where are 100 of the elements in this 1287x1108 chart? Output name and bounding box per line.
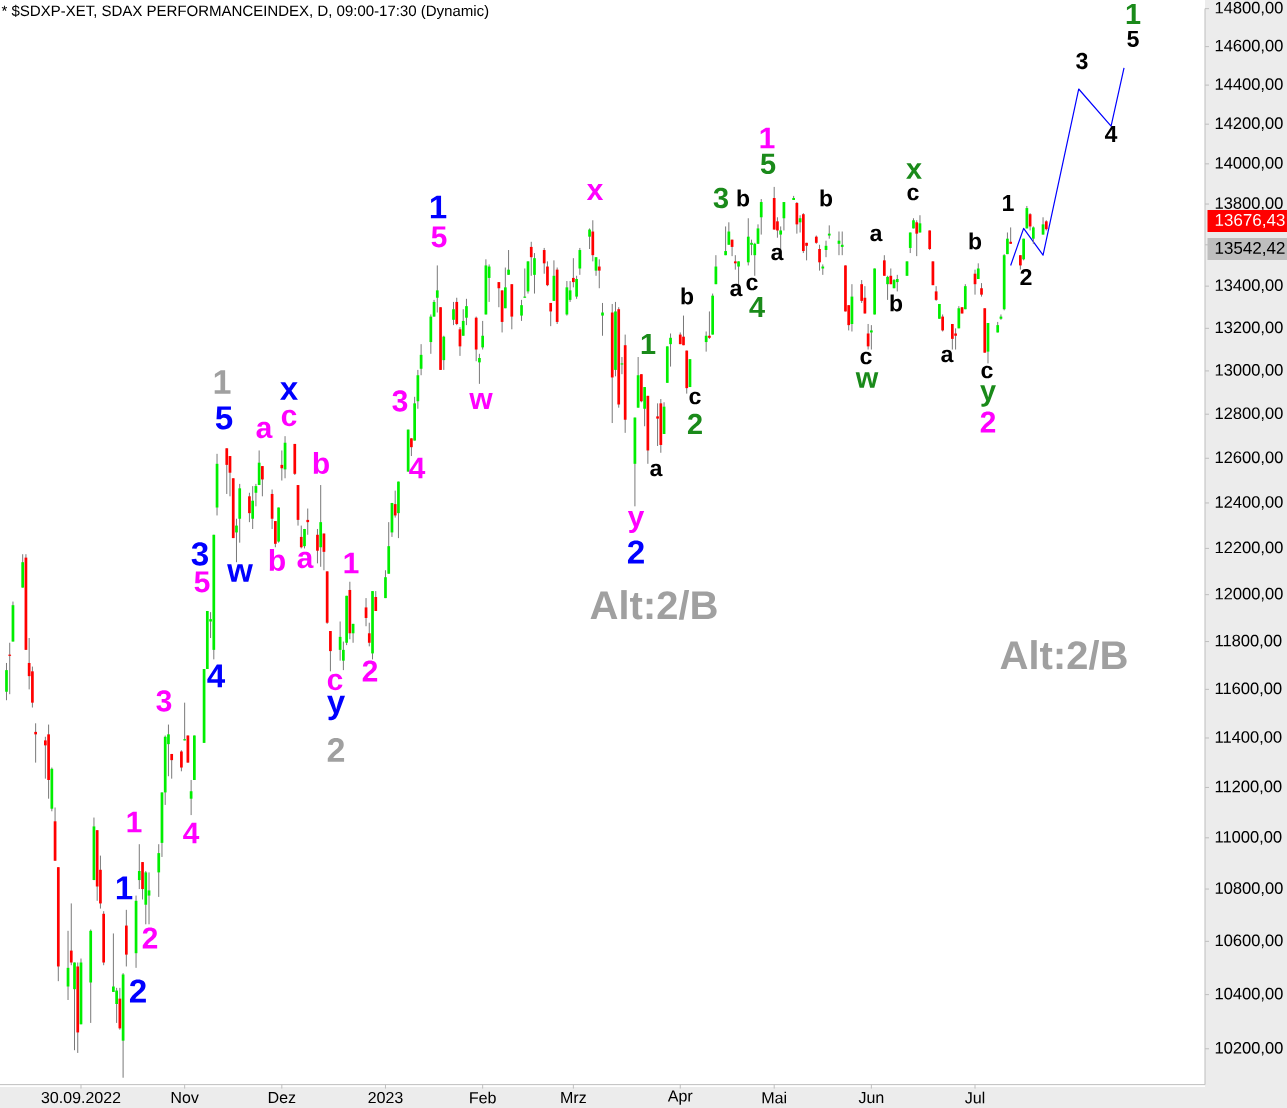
annotation: 5 (1127, 30, 1139, 48)
y-tick-label: 13800,00 (1215, 197, 1283, 211)
annotation: 5 (760, 153, 776, 175)
annotation: x (906, 163, 922, 179)
candlestick (523, 268, 527, 299)
annotation: b (313, 451, 329, 474)
candlestick (455, 297, 459, 326)
x-tick-label: Mrz (561, 1092, 586, 1104)
y-tick-label: 12400,00 (1215, 496, 1283, 510)
y-tick-label: 11600,00 (1215, 682, 1282, 697)
annotation: c (281, 409, 297, 427)
annotation: 1 (214, 370, 231, 394)
annotation: a (870, 228, 883, 242)
candlestick (180, 749, 183, 772)
candlestick (591, 219, 595, 262)
annotation: x (280, 382, 298, 400)
y-tick-label: 10800,00 (1215, 882, 1283, 896)
x-tick-label: Jul (965, 1091, 985, 1104)
annotation: c (860, 351, 872, 365)
annotation: 1 (344, 552, 359, 574)
x-tick-label: 30.09.2022 (41, 1091, 121, 1104)
candlestick (225, 447, 229, 495)
candlestick (643, 386, 646, 427)
candlestick (620, 356, 624, 375)
candlestick (882, 254, 886, 277)
y-tick-label: 14400,00 (1215, 78, 1283, 92)
x-tick-label: Feb (470, 1091, 496, 1104)
annotation: 5 (215, 406, 233, 430)
candlestick (183, 702, 186, 741)
annotation: w (227, 564, 253, 582)
annotation: b (269, 548, 285, 571)
x-tick-label: Nov (171, 1091, 199, 1104)
candlestick (682, 315, 685, 346)
candlestick (818, 244, 821, 272)
annotation: 1 (430, 195, 447, 219)
annotation: a (941, 349, 954, 363)
annotation: c (907, 187, 919, 201)
annotation: a (650, 463, 663, 477)
annotation: w (469, 393, 493, 409)
candlestick (442, 335, 446, 371)
y-tick-label: 13200,00 (1215, 321, 1283, 336)
candlestick (452, 301, 455, 326)
annotation: a (256, 421, 273, 439)
annotation: 2 (129, 979, 146, 1003)
annotation: 1 (1126, 4, 1141, 24)
annotation: b (820, 189, 833, 207)
candlestick (870, 324, 873, 351)
annotation: 4 (749, 297, 765, 317)
y-tick-label: 14200,00 (1215, 117, 1283, 132)
annotation: c (327, 673, 343, 691)
y-tick-label: 11200,00 (1215, 780, 1282, 795)
candlestick (306, 508, 310, 536)
candlestick (329, 630, 332, 672)
annotation: 2 (362, 660, 378, 682)
candlestick (753, 242, 757, 277)
candlestick (708, 310, 711, 340)
annotation: Alt:2/B (1000, 640, 1127, 670)
annotation: 4 (183, 822, 200, 844)
candlestick (950, 323, 954, 351)
annotation: 5 (431, 226, 447, 248)
y-tick-label: 12000,00 (1215, 587, 1283, 602)
annotation: 3 (156, 690, 172, 712)
annotation: y (327, 695, 346, 721)
annotation: b (969, 232, 982, 250)
annotation: 1 (127, 811, 142, 833)
annotation: c (746, 277, 758, 291)
annotation: 2 (327, 738, 345, 762)
candlestick (520, 299, 523, 322)
y-tick-label: 10600,00 (1215, 934, 1283, 949)
candlestick (435, 264, 439, 314)
candlestick (1009, 226, 1013, 245)
annotation: 2 (687, 413, 702, 435)
annotation: 1 (760, 127, 775, 149)
candlestick (827, 224, 831, 240)
x-tick-label: Jun (858, 1091, 884, 1104)
annotation: b (737, 189, 750, 207)
candlestick (261, 465, 264, 497)
annotation: 4 (1104, 126, 1118, 142)
candlestick (251, 485, 255, 530)
y-tick-label: 12200,00 (1215, 541, 1283, 556)
annotation: a (297, 551, 314, 569)
annotation: 4 (409, 457, 426, 479)
candlestick (503, 267, 507, 309)
y-tick-label: 10200,00 (1215, 1041, 1283, 1056)
candlestick (578, 247, 582, 276)
annotation: y (980, 385, 996, 407)
annotation: c (689, 391, 701, 405)
y-tick-label: 13000,00 (1215, 364, 1283, 378)
candlestick (367, 622, 371, 647)
annotation: 3 (392, 390, 408, 412)
annotation: 3 (713, 187, 729, 209)
y-tick-label: 11400,00 (1215, 731, 1282, 745)
annotation: b (681, 287, 694, 305)
candlestick (601, 302, 604, 337)
x-tick-label: Dez (268, 1091, 296, 1104)
annotation: 1 (1003, 195, 1014, 211)
annotation: x (586, 184, 604, 200)
candlestick (886, 275, 889, 301)
candlestick (954, 327, 957, 351)
x-tick-label: Apr (667, 1090, 693, 1105)
